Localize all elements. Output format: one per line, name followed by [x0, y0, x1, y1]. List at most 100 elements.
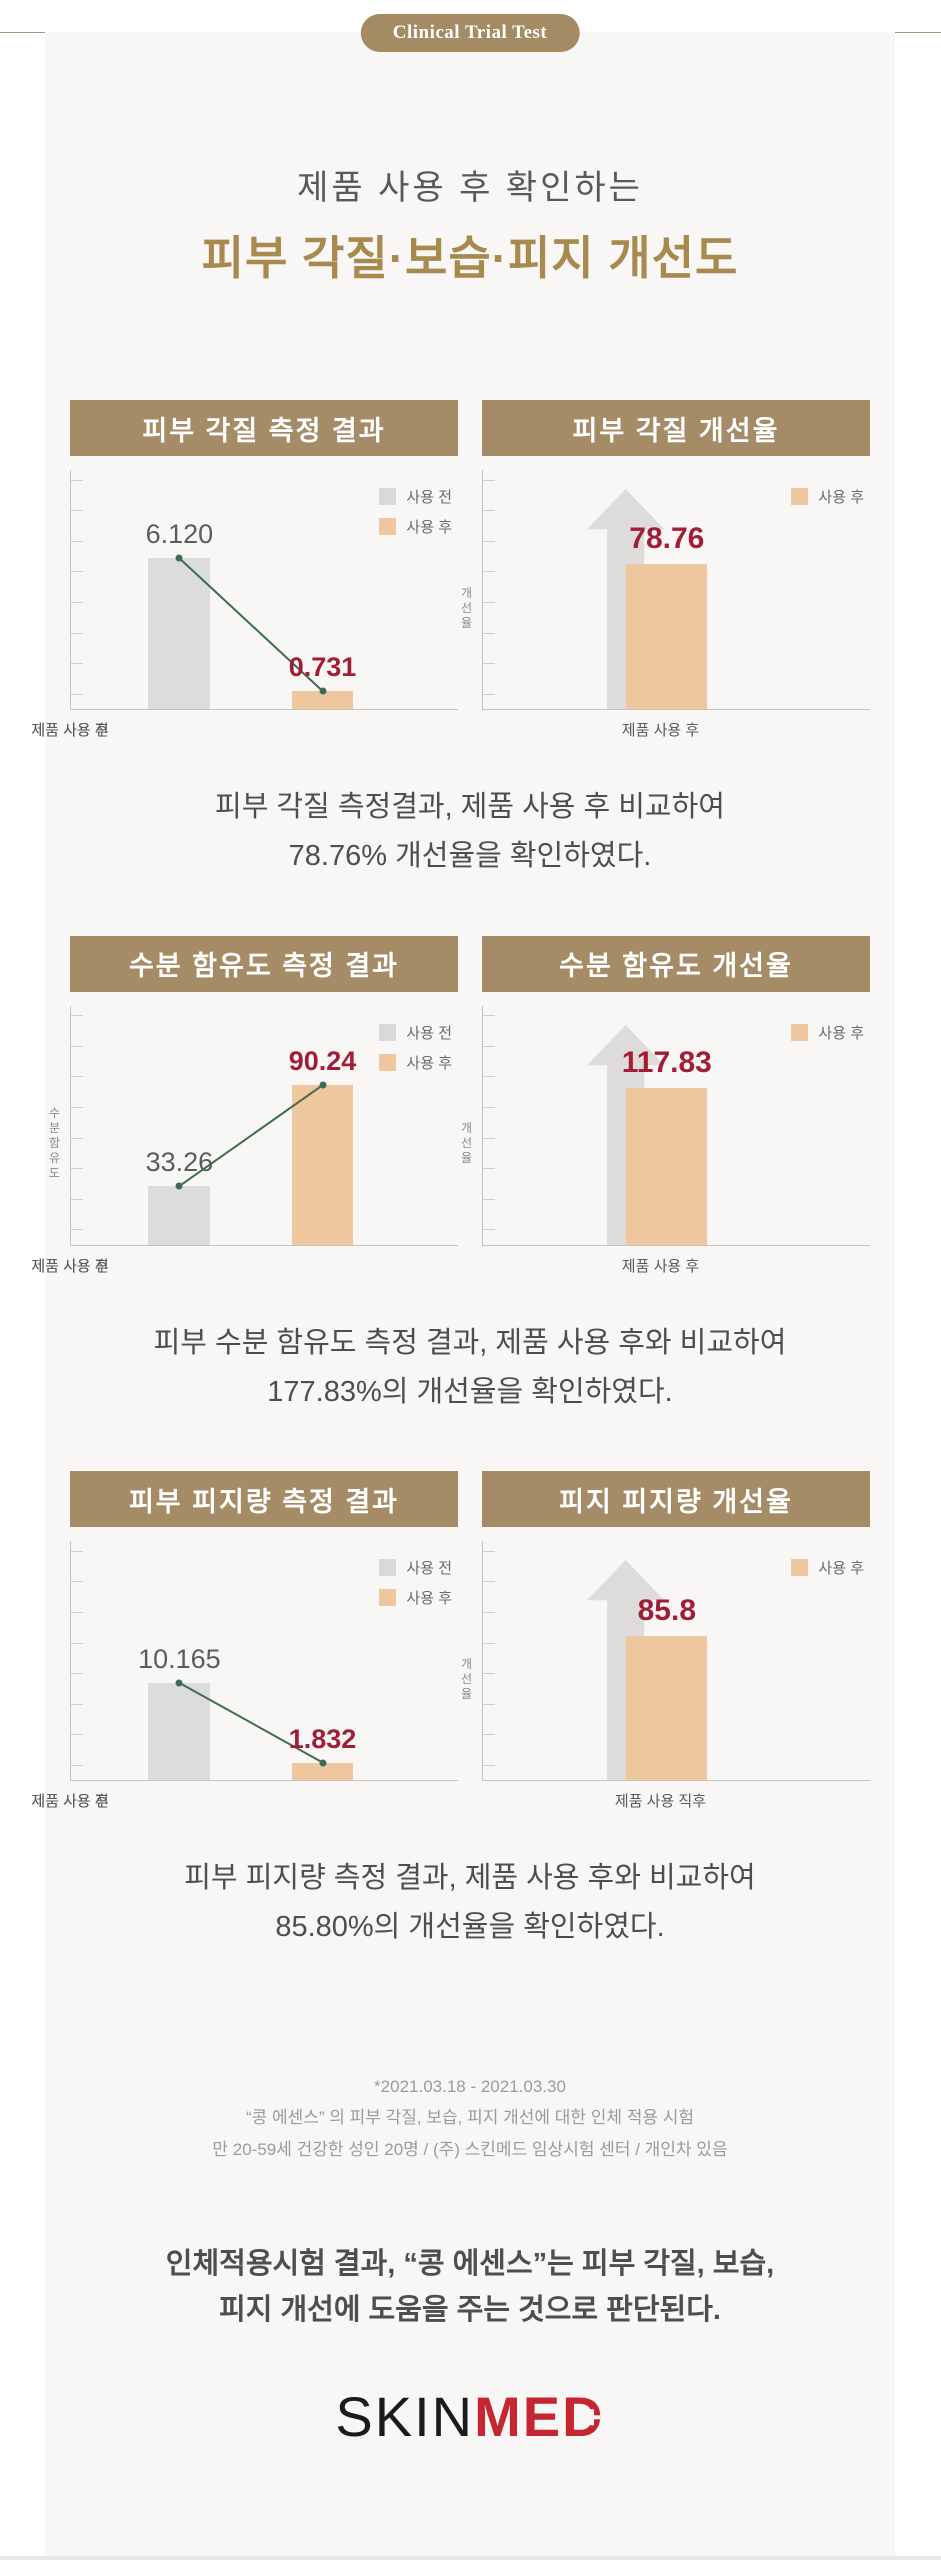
legend-label: 사용 후	[818, 1560, 864, 1578]
legend-swatch-after	[379, 1053, 397, 1071]
section-caption: 피부 수분 함유도 측정 결과, 제품 사용 후와 비교하여 177.83%의 …	[45, 1319, 895, 1418]
y-axis-label: 수분함유도	[47, 1106, 61, 1182]
y-axis-label: 개선율	[459, 1121, 473, 1167]
legend-label: 사용 후	[818, 1024, 864, 1042]
bar-value-after: 78.76	[629, 522, 705, 556]
caption-line: 피부 수분 함유도 측정 결과, 제품 사용 후와 비교하여	[153, 1326, 787, 1359]
panel-sebum-improve: 피지 피지량 개선율 개선율 사용 후 85.8	[459, 1471, 870, 1818]
trial-footnote: *2021.03.18 - 2021.03.30 “콩 에센스” 의 피부 각질…	[45, 2071, 895, 2165]
bar-after	[626, 1635, 708, 1781]
legend-item-after: 사용 후	[379, 1052, 452, 1073]
plot-area: 사용 후 78.76	[482, 470, 870, 710]
x-axis-labels: 제품 사용 직후	[482, 1790, 870, 1818]
sebum-improve-chart: 개선율 사용 후 85.8 제품 사용 직후	[459, 1541, 870, 1818]
trend-dot	[319, 1759, 327, 1767]
bar-before	[148, 1683, 211, 1781]
footnote-line: 만 20-59세 건강한 성인 20명 / (주) 스킨메드 임상시험 센터 /…	[212, 2139, 728, 2159]
legend-swatch-before	[379, 488, 397, 505]
trend-dot	[175, 1679, 183, 1687]
bar-after	[626, 564, 708, 709]
bottom-divider	[0, 2556, 941, 2560]
x-label-after: 제품 사용 후	[621, 1257, 700, 1275]
trend-line	[71, 1006, 458, 1245]
keratin-measure-chart: 사용 전 사용 후 6.120 0.731	[31, 470, 458, 747]
content-area: Clinical Trial Test 제품 사용 후 확인하는 피부 각질·보…	[31, 14, 895, 2556]
legend-item-after: 사용 후	[791, 486, 864, 507]
x-label-before: 제품 사용 전	[31, 722, 109, 739]
trend-line	[71, 1541, 458, 1780]
footnote-line: “콩 에센스” 의 피부 각질, 보습, 피지 개선에 대한 인체 적용 시험	[245, 2108, 695, 2128]
section-caption: 피부 각질 측정결과, 제품 사용 후 비교하여 78.76% 개선율을 확인하…	[45, 783, 895, 882]
x-label-after: 제품 사용 후	[31, 1793, 109, 1811]
panel-moisture-improve: 수분 함유도 개선율 개선율 사용 후 117.83	[459, 935, 870, 1283]
panel-header: 피지 피지량 개선율	[482, 1471, 870, 1528]
legend-label: 사용 후	[406, 1590, 452, 1608]
caption-line: 85.80%의 개선율을 확인하였다.	[275, 1911, 665, 1944]
legend-item-after: 사용 후	[791, 1557, 864, 1578]
bar-after	[291, 691, 354, 709]
x-label-after: 제품 사용 직후	[614, 1793, 707, 1811]
legend-swatch-after	[791, 1023, 809, 1041]
legend: 사용 후	[791, 486, 864, 507]
skinmed-logo: SKINMED	[45, 2384, 895, 2449]
up-arrow-icon	[587, 489, 665, 709]
bar-after	[626, 1088, 708, 1245]
x-label-after: 제품 사용 후	[31, 722, 109, 739]
bar-before	[148, 1185, 211, 1245]
trend-dot	[319, 687, 327, 695]
logo-skin: SKIN	[335, 2384, 475, 2448]
legend: 사용 전 사용 후	[379, 486, 452, 537]
x-label-after: 제품 사용 후	[31, 1257, 109, 1275]
bar-value-after: 90.24	[288, 1045, 357, 1076]
x-axis-labels: 제품 사용 전 제품 사용 후	[31, 1255, 458, 1283]
legend: 사용 후	[791, 1557, 864, 1578]
x-label-after: 제품 사용 후	[621, 722, 700, 739]
panel-header: 피부 피지량 측정 결과	[70, 1471, 458, 1528]
conclusion-line: 인체적용시험 결과, “콩 에센스”는 피부 각질, 보습,	[165, 2248, 775, 2281]
page-subtitle: 제품 사용 후 확인하는	[297, 169, 643, 207]
title-block: 제품 사용 후 확인하는 피부 각질·보습·피지 개선도	[45, 32, 895, 288]
logo-med: MED	[474, 2384, 604, 2449]
footnote-line: *2021.03.18 - 2021.03.30	[374, 2076, 566, 2096]
legend-item-before: 사용 전	[379, 486, 452, 507]
legend-label: 사용 전	[406, 489, 452, 506]
legend-item-after: 사용 후	[379, 516, 452, 537]
bar-value-after: 85.8	[637, 1593, 697, 1627]
bar-before	[148, 558, 211, 709]
bar-value-after: 1.832	[288, 1723, 357, 1754]
up-arrow-icon	[587, 1560, 665, 1781]
bar-value-after: 117.83	[621, 1046, 712, 1080]
bar-after	[291, 1084, 354, 1245]
moisture-measure-chart: 수분함유도 사용 전 사용 후	[31, 1005, 458, 1283]
x-label-before: 제품 사용 전	[31, 1257, 109, 1275]
conclusion-line: 피지 개선에 도움을 주는 것으로 판단된다.	[219, 2294, 721, 2327]
caption-line: 78.76% 개선율을 확인하였다.	[288, 840, 652, 873]
caption-line: 피부 각질 측정결과, 제품 사용 후 비교하여	[215, 791, 725, 823]
legend-swatch-before	[379, 1023, 397, 1041]
x-label-before: 제품 사용 전	[31, 1793, 109, 1811]
panel-header: 수분 함유도 개선율	[482, 935, 870, 992]
trend-line	[71, 470, 458, 709]
page-title: 피부 각질·보습·피지 개선도	[201, 232, 739, 284]
bar-after	[291, 1762, 354, 1781]
panel-header: 수분 함유도 측정 결과	[70, 935, 458, 992]
up-arrow-icon	[587, 1024, 665, 1245]
legend-swatch-after	[379, 1589, 397, 1607]
x-axis-labels: 제품 사용 후	[482, 719, 870, 747]
panel-sebum-measure: 피부 피지량 측정 결과 사용 전 사용 후	[31, 1471, 458, 1818]
trend-dot	[175, 554, 183, 562]
section-sebum: 피부 피지량 측정 결과 사용 전 사용 후	[31, 1471, 895, 1953]
legend-item-before: 사용 전	[379, 1557, 452, 1578]
y-axis-label: 개선율	[459, 1657, 473, 1703]
panel-keratin-improve: 피부 각질 개선율 개선율 사용 후 78.76	[459, 400, 870, 747]
section-moisture: 수분 함유도 측정 결과 수분함유도 사용 전 사용 후	[31, 935, 895, 1418]
legend-item-before: 사용 전	[379, 1022, 452, 1043]
caption-line: 피부 피지량 측정 결과, 제품 사용 후와 비교하여	[184, 1862, 756, 1895]
section-caption: 피부 피지량 측정 결과, 제품 사용 후와 비교하여 85.80%의 개선율을…	[45, 1854, 895, 1953]
legend: 사용 후	[791, 1022, 864, 1043]
caption-line: 177.83%의 개선율을 확인하였다.	[267, 1375, 673, 1408]
y-axis-label: 개선율	[459, 586, 473, 631]
plot-area: 사용 전 사용 후 6.120 0.731	[70, 470, 458, 710]
legend-label: 사용 후	[406, 1054, 452, 1072]
